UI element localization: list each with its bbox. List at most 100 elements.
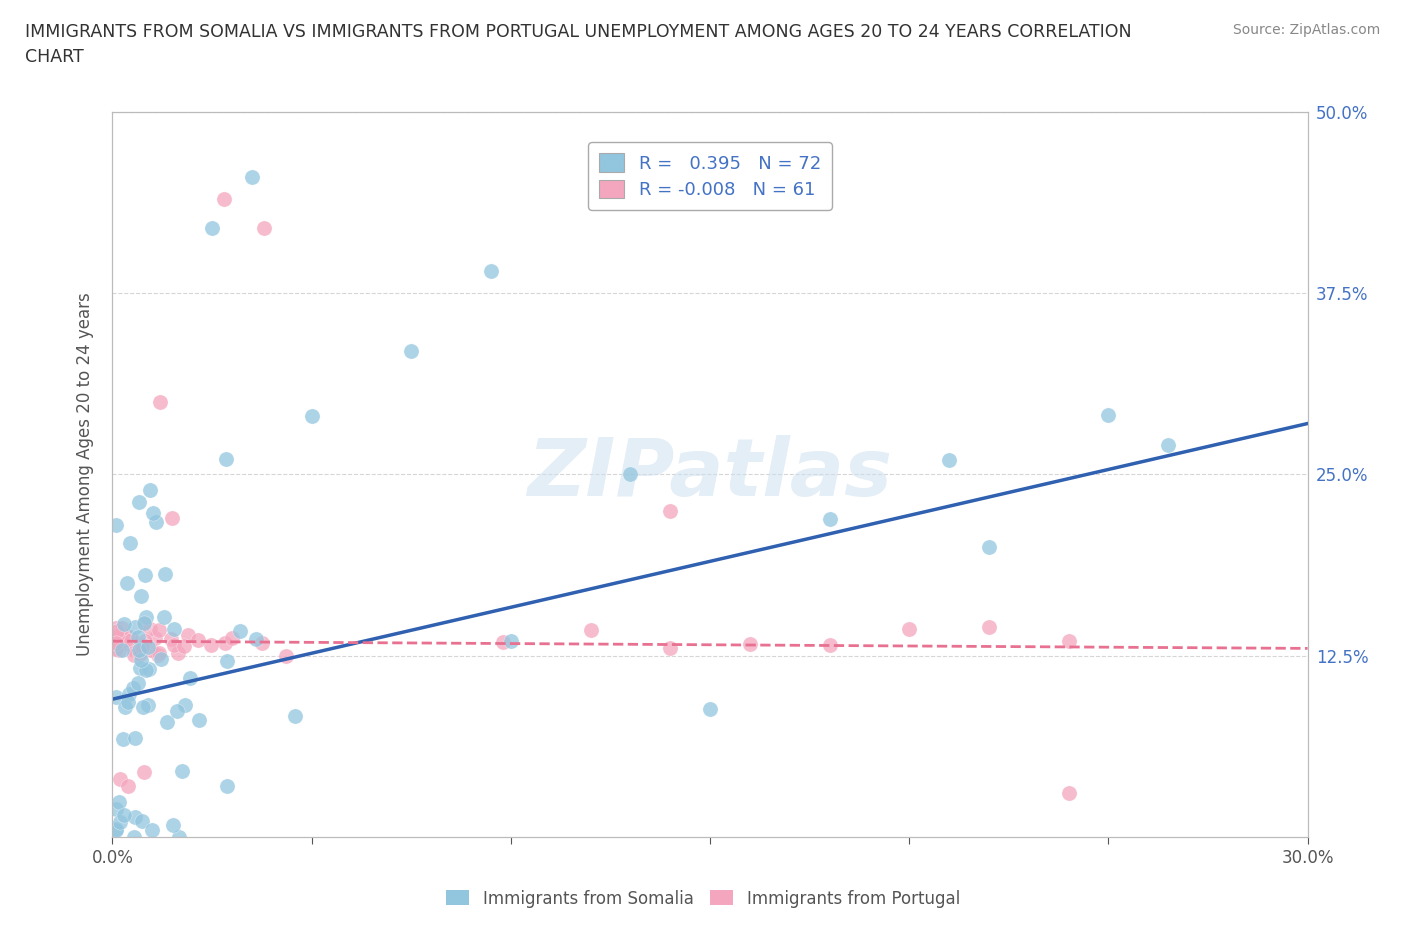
Point <box>898 621 921 636</box>
Point <box>217 778 239 793</box>
Point <box>135 662 157 677</box>
Point <box>108 643 131 658</box>
Point <box>134 567 156 582</box>
Point <box>120 631 142 645</box>
Legend: R =   0.395   N = 72, R = -0.008   N = 61: R = 0.395 N = 72, R = -0.008 N = 61 <box>588 142 832 210</box>
Point <box>240 169 263 184</box>
Point <box>159 631 181 646</box>
Point <box>127 675 149 690</box>
Point <box>112 617 135 631</box>
Point <box>938 452 960 467</box>
Point <box>136 640 159 655</box>
Point <box>138 661 160 676</box>
Point <box>173 639 195 654</box>
Point <box>977 619 1000 634</box>
Point <box>134 764 156 779</box>
Point <box>659 641 682 656</box>
Point <box>818 638 841 653</box>
Point <box>274 649 297 664</box>
Point <box>114 699 136 714</box>
Point <box>212 192 235 206</box>
Point <box>215 451 238 466</box>
Point <box>110 772 132 787</box>
Point <box>112 634 135 649</box>
Point <box>659 503 682 518</box>
Point <box>105 623 128 638</box>
Point <box>162 817 184 832</box>
Point <box>229 623 252 638</box>
Point <box>152 609 174 624</box>
Point <box>105 822 128 837</box>
Point <box>132 616 155 631</box>
Point <box>148 623 170 638</box>
Point <box>107 629 129 644</box>
Point <box>284 709 307 724</box>
Point <box>145 515 167 530</box>
Point <box>129 641 152 656</box>
Point <box>110 815 132 830</box>
Point <box>115 629 138 644</box>
Point <box>122 830 145 844</box>
Point <box>128 643 150 658</box>
Point <box>132 637 155 652</box>
Point <box>301 409 323 424</box>
Point <box>200 638 222 653</box>
Point <box>245 631 267 646</box>
Point <box>977 540 1000 555</box>
Point <box>128 647 150 662</box>
Point <box>121 631 143 646</box>
Point <box>127 630 149 644</box>
Point <box>217 654 239 669</box>
Point <box>818 512 841 527</box>
Point <box>117 778 139 793</box>
Point <box>124 619 146 634</box>
Point <box>129 652 152 667</box>
Point <box>156 714 179 729</box>
Point <box>1097 407 1119 422</box>
Point <box>128 495 150 510</box>
Point <box>143 631 166 645</box>
Point <box>128 637 150 652</box>
Point <box>105 642 128 657</box>
Point <box>131 589 153 604</box>
Point <box>122 642 145 657</box>
Point <box>105 822 128 837</box>
Point <box>221 631 243 645</box>
Point <box>112 631 135 645</box>
Text: Source: ZipAtlas.com: Source: ZipAtlas.com <box>1233 23 1381 37</box>
Point <box>124 731 146 746</box>
Text: IMMIGRANTS FROM SOMALIA VS IMMIGRANTS FROM PORTUGAL UNEMPLOYMENT AMONG AGES 20 T: IMMIGRANTS FROM SOMALIA VS IMMIGRANTS FR… <box>25 23 1132 66</box>
Point <box>122 648 145 663</box>
Point <box>401 343 423 358</box>
Point <box>146 647 169 662</box>
Point <box>134 633 156 648</box>
Point <box>105 620 128 635</box>
Point <box>188 712 211 727</box>
Y-axis label: Unemployment Among Ages 20 to 24 years: Unemployment Among Ages 20 to 24 years <box>76 292 94 657</box>
Point <box>155 566 177 581</box>
Legend: Immigrants from Somalia, Immigrants from Portugal: Immigrants from Somalia, Immigrants from… <box>439 883 967 914</box>
Point <box>139 643 162 658</box>
Point <box>105 635 128 650</box>
Point <box>111 643 134 658</box>
Point <box>201 220 224 235</box>
Point <box>120 536 142 551</box>
Point <box>132 617 155 631</box>
Point <box>136 698 159 712</box>
Point <box>108 635 131 650</box>
Point <box>124 642 146 657</box>
Point <box>118 686 141 701</box>
Point <box>105 634 128 649</box>
Point <box>162 511 183 525</box>
Point <box>1057 634 1080 649</box>
Point <box>738 637 761 652</box>
Point <box>118 637 141 652</box>
Point <box>172 763 194 777</box>
Point <box>250 635 273 650</box>
Point <box>166 704 188 719</box>
Point <box>117 694 139 709</box>
Point <box>163 622 186 637</box>
Point <box>167 645 190 660</box>
Point <box>579 623 602 638</box>
Point <box>117 576 139 591</box>
